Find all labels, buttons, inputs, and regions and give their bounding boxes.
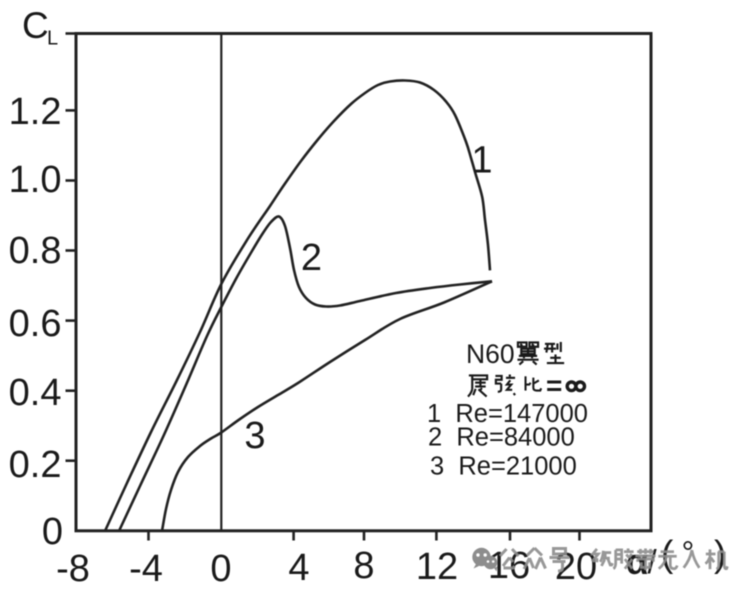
svg-text:12: 12: [416, 546, 458, 588]
svg-text:2: 2: [301, 237, 322, 279]
svg-text:1 Re=147000: 1 Re=147000: [427, 400, 588, 428]
svg-text:0.2: 0.2: [9, 444, 62, 486]
svg-text:0: 0: [42, 511, 63, 553]
svg-text:4: 4: [288, 547, 309, 589]
svg-text:°: °: [682, 535, 695, 571]
svg-text:3 Re=21000: 3 Re=21000: [430, 453, 577, 481]
svg-text:1.2: 1.2: [9, 91, 62, 133]
svg-text:0.4: 0.4: [9, 372, 62, 414]
svg-text:0.6: 0.6: [9, 303, 62, 345]
svg-text:8: 8: [353, 545, 374, 587]
svg-text:2 Re=84000: 2 Re=84000: [428, 424, 575, 452]
svg-text:-8: -8: [56, 548, 90, 589]
svg-text:C: C: [22, 5, 49, 46]
svg-text:-4: -4: [129, 548, 163, 589]
svg-text:L: L: [47, 28, 58, 50]
svg-text:N60: N60: [466, 339, 515, 369]
svg-text:1.0: 1.0: [9, 159, 62, 201]
svg-text:0: 0: [210, 548, 231, 589]
svg-text:1: 1: [471, 140, 492, 182]
svg-text:3: 3: [244, 415, 265, 457]
svg-text:=: =: [546, 370, 562, 401]
svg-text:0.8: 0.8: [9, 230, 62, 272]
